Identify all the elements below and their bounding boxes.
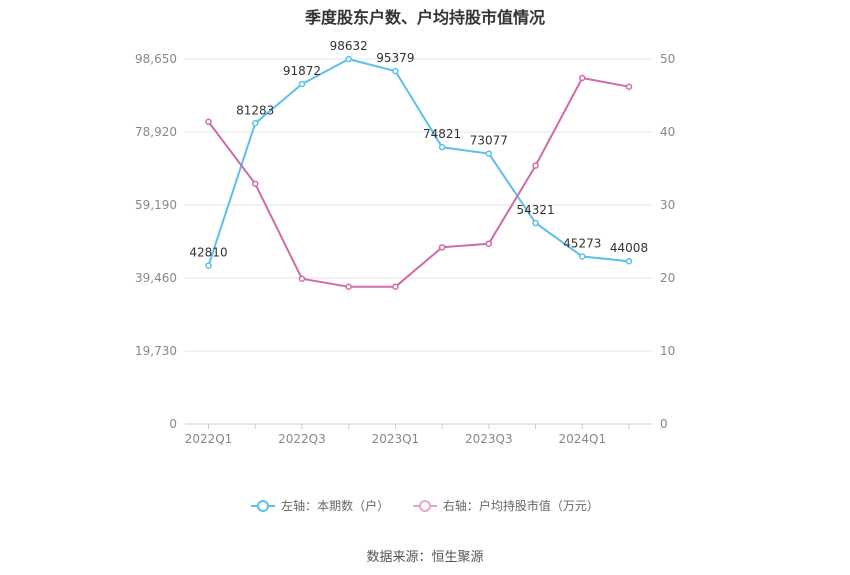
chart-title: 季度股东户数、户均持股市值情况 bbox=[304, 8, 545, 27]
data-label: 91872 bbox=[283, 64, 321, 78]
series-line-households bbox=[207, 58, 630, 266]
series-point-households bbox=[532, 219, 539, 227]
series-point-households bbox=[298, 80, 306, 88]
y-right-tick-label: 50 bbox=[660, 52, 675, 66]
chart-legend: 左轴：本期数（户） 右轴：户均持股市值（万元） bbox=[0, 497, 850, 515]
data-label: 45273 bbox=[563, 236, 601, 250]
x-tick-label: 2022Q3 bbox=[278, 432, 326, 446]
series-point-avg-value bbox=[205, 118, 212, 126]
data-label: 81283 bbox=[236, 103, 274, 117]
data-label: 42810 bbox=[189, 246, 227, 260]
series-point-households bbox=[392, 67, 399, 75]
series-point-avg-value bbox=[298, 275, 306, 282]
series-point-households bbox=[251, 120, 259, 127]
legend-item-avg-value[interactable]: 右轴：户均持股市值（万元） bbox=[412, 497, 599, 514]
series-point-avg-value bbox=[532, 162, 539, 169]
y-right-tick-label: 0 bbox=[660, 417, 668, 431]
series-point-households bbox=[205, 262, 212, 269]
series-point-households bbox=[485, 150, 493, 157]
data-label: 44008 bbox=[610, 241, 648, 255]
series-point-avg-value bbox=[251, 180, 259, 188]
data-label: 74821 bbox=[423, 127, 461, 141]
legend-label-avg-value: 右轴：户均持股市值（万元） bbox=[442, 499, 599, 513]
y-left-tick-label: 0 bbox=[169, 417, 177, 431]
y-left-tick-label: 39,460 bbox=[135, 271, 177, 285]
y-left-tick-label: 19,730 bbox=[135, 344, 177, 358]
data-label: 73077 bbox=[470, 134, 508, 148]
x-tick-label: 2022Q1 bbox=[185, 432, 233, 446]
legend-swatch-avg-value bbox=[412, 499, 437, 512]
x-tick-label: 2023Q1 bbox=[372, 432, 420, 446]
y-right-tick-label: 30 bbox=[660, 198, 675, 212]
data-label: 95379 bbox=[376, 51, 414, 65]
series-line-avg-value bbox=[207, 77, 630, 288]
legend-swatch-households bbox=[251, 499, 276, 512]
x-tick-label: 2023Q3 bbox=[465, 432, 513, 446]
y-left-tick-label: 98,650 bbox=[135, 52, 177, 66]
data-label: 98632 bbox=[330, 39, 368, 53]
series-point-avg-value bbox=[485, 240, 493, 247]
series-point-households bbox=[345, 55, 352, 63]
y-left-tick-label: 78,920 bbox=[135, 125, 177, 139]
series-point-households bbox=[438, 143, 446, 151]
series-point-households bbox=[625, 257, 633, 265]
series-point-avg-value bbox=[438, 244, 446, 251]
legend-label-households: 左轴：本期数（户） bbox=[281, 499, 390, 513]
series-point-households bbox=[579, 253, 586, 260]
y-left-tick-label: 59,190 bbox=[135, 198, 177, 212]
series-point-avg-value bbox=[625, 83, 633, 90]
data-label: 54321 bbox=[516, 203, 554, 217]
series-point-avg-value bbox=[345, 283, 352, 291]
series-point-avg-value bbox=[392, 283, 399, 291]
legend-item-households[interactable]: 左轴：本期数（户） bbox=[251, 497, 389, 514]
y-right-tick-label: 40 bbox=[660, 125, 675, 139]
y-right-tick-label: 20 bbox=[660, 271, 675, 285]
source-note: 数据来源：恒生聚源 bbox=[366, 550, 484, 565]
y-right-tick-label: 10 bbox=[660, 344, 675, 358]
series-point-avg-value bbox=[579, 74, 586, 82]
x-tick-label: 2024Q1 bbox=[558, 432, 606, 446]
